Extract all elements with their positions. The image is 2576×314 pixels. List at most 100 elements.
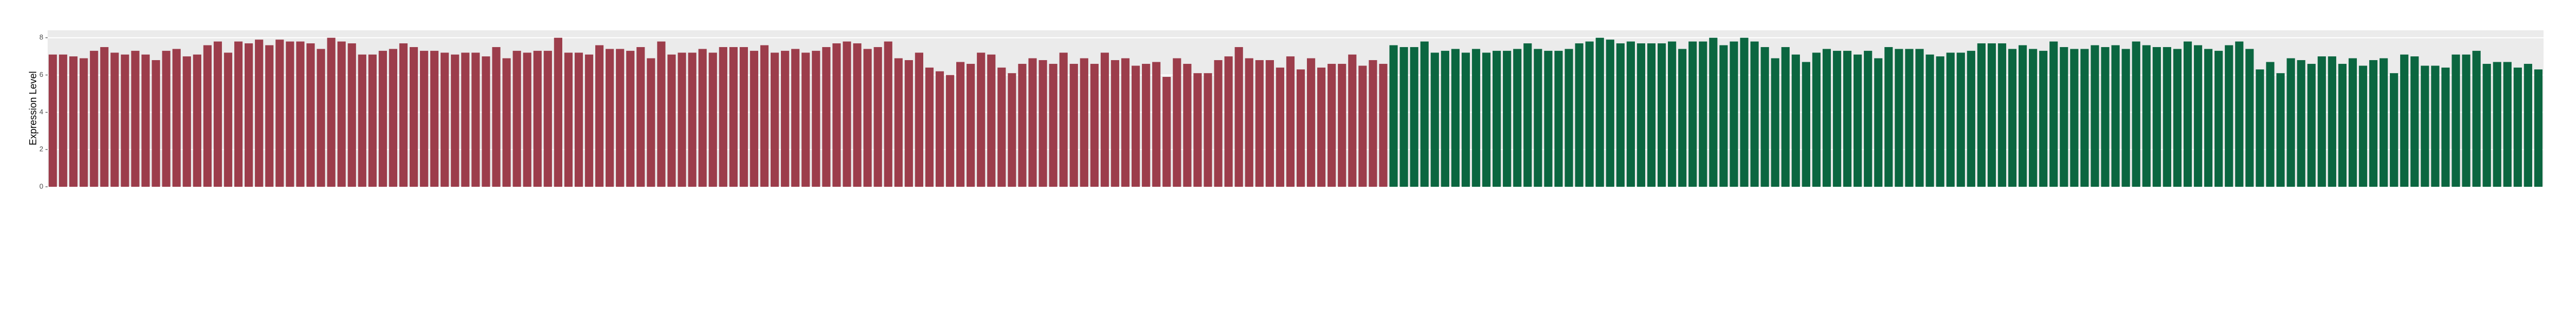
bar [430,50,439,187]
y-axis-label: Expression Level [28,71,38,145]
bar [915,53,924,187]
bar [1637,43,1646,187]
bar [2534,69,2543,187]
bar [1348,54,1357,187]
bar [1008,73,1016,187]
bar [997,67,1006,187]
bar [739,47,748,187]
bar [1410,47,1418,187]
bar [2091,45,2099,187]
bar [2080,49,2089,187]
bar [1760,47,1769,187]
bar [967,63,975,187]
bar [2462,54,2470,187]
bar [574,53,583,187]
bar [750,50,759,187]
bar [1110,60,1120,187]
bar [2163,47,2172,187]
y-tick-label: 4 [40,108,43,116]
bar [306,43,315,187]
bar [791,49,800,187]
bar [2142,45,2151,187]
bar [1719,45,1728,187]
bar [2121,49,2130,187]
bar [1306,58,1316,187]
bar [1595,37,1604,187]
bar [1843,50,1852,187]
bar [1193,73,1202,187]
bar [100,47,109,187]
bar [141,54,150,187]
bar [1534,49,1542,187]
bar [843,41,851,187]
bar [1121,58,1130,187]
bar [616,49,625,187]
bar [1173,58,1181,187]
bar [523,53,531,187]
bar [1482,53,1491,187]
bar [389,49,398,187]
bar [1926,54,1934,187]
bar [2070,49,2079,187]
bar [2060,47,2068,187]
bar [863,49,872,187]
bar [1245,58,1253,187]
bar [69,56,78,187]
bar [884,41,892,187]
bar [275,40,284,187]
bar [2369,60,2378,187]
bar [1265,60,1274,187]
bar [2410,56,2419,187]
bar [2503,62,2512,187]
bar [1090,63,1099,187]
bar [1967,50,1975,187]
bar [451,54,459,187]
bar [1616,43,1625,187]
bar [822,47,831,187]
bar [347,43,356,187]
y-tick-label: 0 [40,182,43,190]
bar [1399,47,1408,187]
y-tick-label: 2 [40,145,43,153]
bar [647,58,655,187]
bar [977,53,985,187]
bar [1554,50,1563,187]
bar [2307,63,2316,187]
bar [245,43,253,187]
bar [2214,50,2223,187]
bar [688,53,696,187]
bar [172,49,181,187]
bar [945,75,955,187]
bar [461,53,470,187]
bar [1575,43,1583,187]
bar [1781,47,1790,187]
bar [2029,49,2038,187]
bar [1286,56,1295,187]
bar [678,53,686,187]
bar [2338,63,2347,187]
bar [1936,56,1944,187]
bar [894,58,903,187]
bar [1709,37,1718,187]
bar [904,60,913,187]
bar [1895,49,1903,187]
bar [121,54,129,187]
bar [1905,49,1914,187]
bar [1328,63,1336,187]
bar [1358,66,1367,187]
bar [2132,41,2140,187]
bar [626,50,635,187]
bar [2493,62,2501,187]
bar [956,62,965,187]
bar [2400,54,2409,187]
bar [1441,50,1449,187]
bar [80,58,88,187]
bar [1730,41,1738,187]
bar [2101,47,2110,187]
bar [296,41,305,187]
bar [873,47,882,187]
bar [2286,58,2295,187]
bar [193,54,201,187]
bar [584,54,594,187]
